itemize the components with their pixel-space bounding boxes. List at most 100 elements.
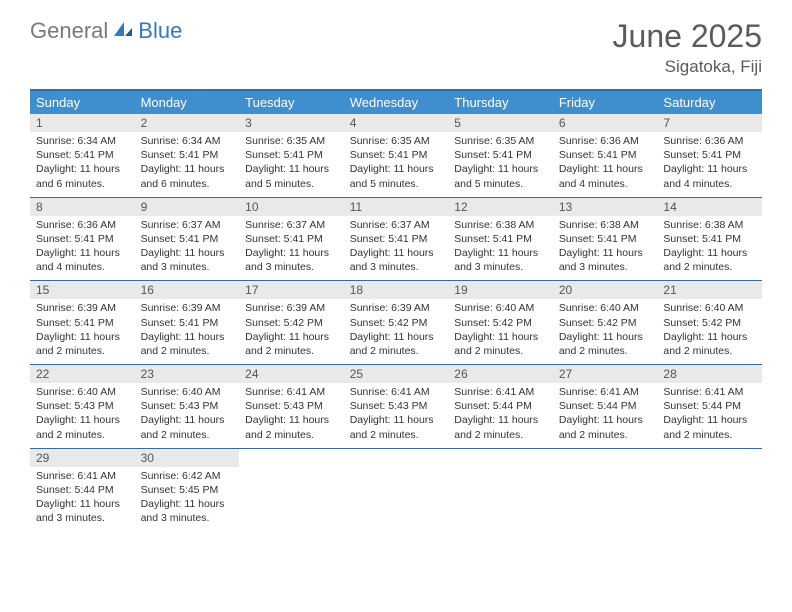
day-body: Sunrise: 6:42 AMSunset: 5:45 PMDaylight:…	[135, 467, 240, 526]
day-cell: 18Sunrise: 6:39 AMSunset: 5:42 PMDayligh…	[344, 281, 449, 364]
daylight-line: Daylight: 11 hours and 3 minutes.	[141, 246, 234, 274]
day-body: Sunrise: 6:40 AMSunset: 5:42 PMDaylight:…	[448, 299, 553, 358]
day-body: Sunrise: 6:36 AMSunset: 5:41 PMDaylight:…	[657, 132, 762, 191]
day-number: 9	[135, 198, 240, 216]
sunrise-line: Sunrise: 6:36 AM	[663, 134, 756, 148]
sunrise-line: Sunrise: 6:41 AM	[350, 385, 443, 399]
sunset-line: Sunset: 5:41 PM	[559, 148, 652, 162]
day-number: 25	[344, 365, 449, 383]
sunset-line: Sunset: 5:41 PM	[350, 232, 443, 246]
day-body: Sunrise: 6:38 AMSunset: 5:41 PMDaylight:…	[448, 216, 553, 275]
daylight-line: Daylight: 11 hours and 2 minutes.	[350, 330, 443, 358]
day-number: 3	[239, 114, 344, 132]
daylight-line: Daylight: 11 hours and 3 minutes.	[559, 246, 652, 274]
sunrise-line: Sunrise: 6:40 AM	[454, 301, 547, 315]
daylight-line: Daylight: 11 hours and 3 minutes.	[36, 497, 129, 525]
daylight-line: Daylight: 11 hours and 2 minutes.	[559, 330, 652, 358]
sunrise-line: Sunrise: 6:42 AM	[141, 469, 234, 483]
sunset-line: Sunset: 5:44 PM	[559, 399, 652, 413]
day-body: Sunrise: 6:41 AMSunset: 5:43 PMDaylight:…	[239, 383, 344, 442]
day-body: Sunrise: 6:41 AMSunset: 5:44 PMDaylight:…	[553, 383, 658, 442]
day-cell: 17Sunrise: 6:39 AMSunset: 5:42 PMDayligh…	[239, 281, 344, 364]
sunrise-line: Sunrise: 6:34 AM	[36, 134, 129, 148]
day-body: Sunrise: 6:35 AMSunset: 5:41 PMDaylight:…	[239, 132, 344, 191]
sunset-line: Sunset: 5:41 PM	[141, 148, 234, 162]
week-row: 8Sunrise: 6:36 AMSunset: 5:41 PMDaylight…	[30, 197, 762, 281]
daylight-line: Daylight: 11 hours and 5 minutes.	[245, 162, 338, 190]
day-body: Sunrise: 6:41 AMSunset: 5:44 PMDaylight:…	[30, 467, 135, 526]
day-body: Sunrise: 6:40 AMSunset: 5:43 PMDaylight:…	[30, 383, 135, 442]
daylight-line: Daylight: 11 hours and 2 minutes.	[141, 413, 234, 441]
day-number: 7	[657, 114, 762, 132]
day-number: 2	[135, 114, 240, 132]
day-number: 11	[344, 198, 449, 216]
day-cell	[553, 449, 658, 532]
daylight-line: Daylight: 11 hours and 2 minutes.	[559, 413, 652, 441]
weekday-header: Saturday	[657, 91, 762, 114]
day-cell: 21Sunrise: 6:40 AMSunset: 5:42 PMDayligh…	[657, 281, 762, 364]
day-number: 26	[448, 365, 553, 383]
sunrise-line: Sunrise: 6:37 AM	[350, 218, 443, 232]
daylight-line: Daylight: 11 hours and 2 minutes.	[663, 413, 756, 441]
day-cell: 14Sunrise: 6:38 AMSunset: 5:41 PMDayligh…	[657, 198, 762, 281]
day-number: 15	[30, 281, 135, 299]
location: Sigatoka, Fiji	[613, 57, 762, 77]
sunset-line: Sunset: 5:41 PM	[36, 316, 129, 330]
sunset-line: Sunset: 5:41 PM	[454, 232, 547, 246]
sunset-line: Sunset: 5:45 PM	[141, 483, 234, 497]
sunrise-line: Sunrise: 6:38 AM	[663, 218, 756, 232]
day-body: Sunrise: 6:35 AMSunset: 5:41 PMDaylight:…	[448, 132, 553, 191]
day-cell: 11 Sunrise: 6:37 AMSunset: 5:41 PMDayligh…	[344, 198, 449, 281]
day-number: 19	[448, 281, 553, 299]
day-cell	[657, 449, 762, 532]
daylight-line: Daylight: 11 hours and 5 minutes.	[350, 162, 443, 190]
weekday-header: Sunday	[30, 91, 135, 114]
daylight-line: Daylight: 11 hours and 5 minutes.	[454, 162, 547, 190]
day-body: Sunrise: 6:36 AMSunset: 5:41 PMDaylight:…	[30, 216, 135, 275]
day-body: Sunrise: 6:40 AMSunset: 5:42 PMDaylight:…	[657, 299, 762, 358]
day-number: 23	[135, 365, 240, 383]
day-cell: 26Sunrise: 6:41 AMSunset: 5:44 PMDayligh…	[448, 365, 553, 448]
day-body: Sunrise: 6:40 AMSunset: 5:43 PMDaylight:…	[135, 383, 240, 442]
sunset-line: Sunset: 5:41 PM	[245, 232, 338, 246]
sunset-line: Sunset: 5:42 PM	[350, 316, 443, 330]
daylight-line: Daylight: 11 hours and 4 minutes.	[559, 162, 652, 190]
day-cell: 28Sunrise: 6:41 AMSunset: 5:44 PMDayligh…	[657, 365, 762, 448]
week-row: 1Sunrise: 6:34 AMSunset: 5:41 PMDaylight…	[30, 114, 762, 197]
day-cell: 6Sunrise: 6:36 AMSunset: 5:41 PMDaylight…	[553, 114, 658, 197]
sunset-line: Sunset: 5:41 PM	[141, 232, 234, 246]
sunset-line: Sunset: 5:41 PM	[245, 148, 338, 162]
sunrise-line: Sunrise: 6:37 AM	[141, 218, 234, 232]
daylight-line: Daylight: 11 hours and 6 minutes.	[36, 162, 129, 190]
sunset-line: Sunset: 5:42 PM	[454, 316, 547, 330]
day-cell: 22Sunrise: 6:40 AMSunset: 5:43 PMDayligh…	[30, 365, 135, 448]
sunrise-line: Sunrise: 6:39 AM	[245, 301, 338, 315]
sunset-line: Sunset: 5:41 PM	[350, 148, 443, 162]
day-body: Sunrise: 6:41 AMSunset: 5:44 PMDaylight:…	[657, 383, 762, 442]
day-cell: 30Sunrise: 6:42 AMSunset: 5:45 PMDayligh…	[135, 449, 240, 532]
daylight-line: Daylight: 11 hours and 3 minutes.	[350, 246, 443, 274]
sunrise-line: Sunrise: 6:35 AM	[454, 134, 547, 148]
sunrise-line: Sunrise: 6:39 AM	[141, 301, 234, 315]
day-body: Sunrise: 6:35 AMSunset: 5:41 PMDaylight:…	[344, 132, 449, 191]
weekday-header: Thursday	[448, 91, 553, 114]
daylight-line: Daylight: 11 hours and 2 minutes.	[663, 330, 756, 358]
day-body: Sunrise: 6:38 AMSunset: 5:41 PMDaylight:…	[657, 216, 762, 275]
sunrise-line: Sunrise: 6:36 AM	[36, 218, 129, 232]
day-cell: 1Sunrise: 6:34 AMSunset: 5:41 PMDaylight…	[30, 114, 135, 197]
daylight-line: Daylight: 11 hours and 4 minutes.	[663, 162, 756, 190]
day-cell: 13Sunrise: 6:38 AMSunset: 5:41 PMDayligh…	[553, 198, 658, 281]
sunset-line: Sunset: 5:42 PM	[663, 316, 756, 330]
day-cell: 24Sunrise: 6:41 AMSunset: 5:43 PMDayligh…	[239, 365, 344, 448]
page-title: June 2025	[613, 18, 762, 55]
daylight-line: Daylight: 11 hours and 2 minutes.	[454, 330, 547, 358]
sunset-line: Sunset: 5:44 PM	[454, 399, 547, 413]
day-cell	[448, 449, 553, 532]
sunset-line: Sunset: 5:43 PM	[36, 399, 129, 413]
sunset-line: Sunset: 5:41 PM	[454, 148, 547, 162]
day-number: 30	[135, 449, 240, 467]
day-number: 6	[553, 114, 658, 132]
day-body: Sunrise: 6:37 AMSunset: 5:41 PMDaylight:…	[135, 216, 240, 275]
day-number: 22	[30, 365, 135, 383]
sunset-line: Sunset: 5:41 PM	[36, 232, 129, 246]
